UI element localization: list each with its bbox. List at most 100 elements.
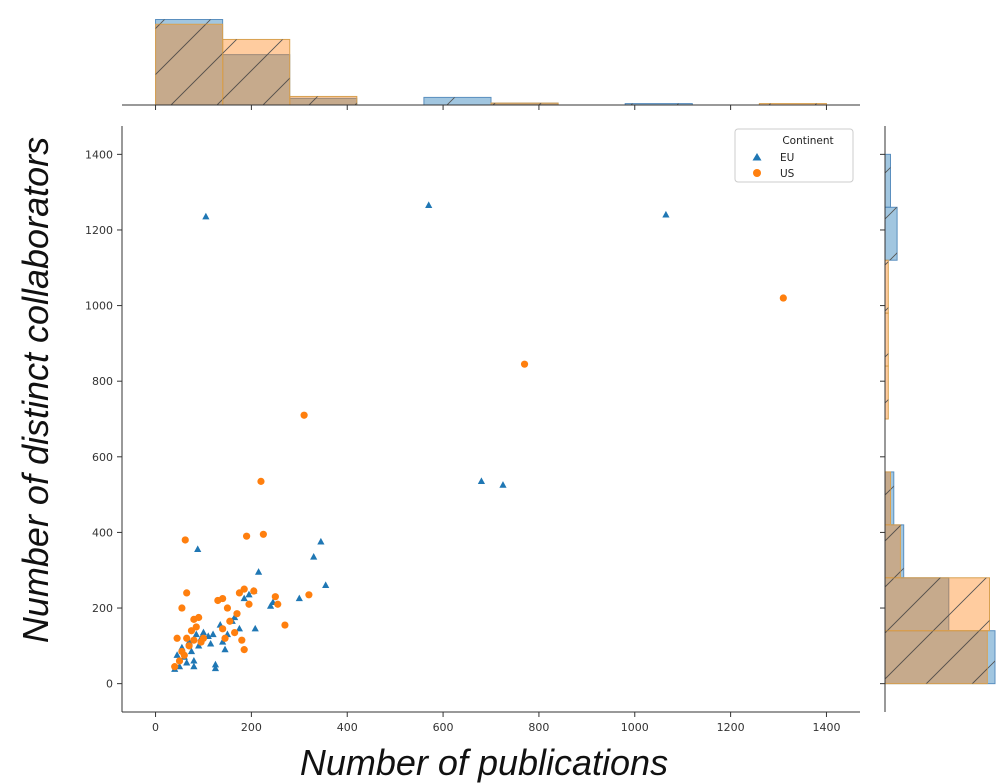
right-histogram-hatch	[885, 313, 889, 367]
us-point	[185, 642, 193, 650]
y-tick-label: 1400	[85, 148, 113, 161]
eu-point	[251, 624, 259, 632]
us-point	[305, 591, 313, 599]
top-histogram-hatch	[423, 97, 491, 105]
top-histogram-hatch	[491, 103, 559, 105]
right-histogram-hatch	[885, 630, 988, 684]
top-histogram-hatch	[155, 24, 223, 105]
top-histogram-hatch	[759, 103, 827, 105]
top-histogram-hatch	[625, 103, 693, 105]
right-histogram-hatch	[885, 207, 898, 261]
legend-entry-eu: EU	[780, 152, 794, 164]
us-point	[271, 593, 279, 601]
x-tick-label: 1000	[621, 721, 649, 734]
us-point	[257, 477, 265, 485]
x-tick-label: 200	[241, 721, 262, 734]
x-axis-title: Number of publications	[300, 742, 668, 783]
us-point	[181, 536, 189, 544]
eu-point	[662, 210, 670, 218]
right-histogram-hatch	[885, 524, 901, 578]
us-point	[245, 600, 253, 608]
legend-us-circle-icon	[753, 169, 761, 177]
main-plot-frame	[121, 126, 860, 713]
x-tick-label: 600	[433, 721, 454, 734]
eu-point	[199, 628, 208, 636]
us-point	[242, 532, 251, 540]
us-point	[223, 604, 232, 612]
eu-point	[245, 590, 253, 598]
us-point	[219, 594, 227, 603]
right-histogram-ticks	[880, 153, 885, 685]
eu-point	[211, 660, 220, 668]
us-point	[178, 604, 186, 612]
x-tick-label: 1200	[717, 721, 745, 734]
us-point	[231, 629, 239, 637]
us-point	[175, 657, 184, 665]
legend-frame	[734, 128, 854, 183]
eu-point	[209, 630, 217, 638]
eu-point	[190, 662, 198, 670]
us-point	[300, 411, 308, 419]
us-point	[180, 651, 188, 659]
y-tick-label: 200	[92, 602, 113, 615]
y-tick-label: 1200	[85, 224, 113, 237]
legend-title: Continent	[782, 135, 833, 147]
top-histogram-hatch	[222, 39, 290, 106]
eu-point	[240, 594, 248, 602]
y-axis-title: Number of distinct collaborators	[15, 137, 56, 643]
eu-point	[183, 658, 191, 666]
y-tick-label: 0	[106, 678, 113, 691]
eu-point	[187, 647, 196, 655]
eu-point	[211, 664, 220, 672]
us-point	[173, 634, 181, 642]
y-tick-label: 1000	[85, 300, 113, 313]
top-histogram-ticks	[155, 105, 827, 110]
us-point	[281, 621, 289, 629]
us-point	[221, 634, 229, 642]
eu-point	[322, 581, 330, 588]
us-point	[238, 636, 246, 644]
y-tick-label: 600	[92, 451, 113, 464]
legend-entry-us: US	[780, 168, 795, 180]
right-histogram-hatch	[885, 154, 891, 208]
eu-point	[477, 477, 486, 484]
us-point	[233, 610, 241, 618]
legend: Continent EU US	[734, 128, 854, 183]
us-point	[240, 585, 248, 593]
eu-point	[499, 481, 507, 488]
us-point	[274, 600, 282, 608]
us-point	[259, 530, 267, 538]
eu-point	[219, 638, 227, 645]
eu-point	[254, 568, 263, 575]
right-histogram-hatch	[885, 260, 889, 314]
eu-point	[194, 545, 202, 553]
eu-point	[190, 656, 198, 664]
us-point	[183, 634, 191, 642]
eu-point	[317, 537, 325, 545]
eu-point	[425, 201, 433, 208]
us-point	[195, 613, 203, 622]
eu-point	[192, 630, 200, 638]
eu-point	[295, 594, 303, 602]
us-point	[199, 634, 208, 642]
top-marginal-histogram	[155, 19, 827, 106]
right-histogram-hatch	[885, 366, 889, 419]
eu-point	[310, 552, 318, 560]
eu-point	[207, 639, 215, 647]
eu-point	[235, 624, 244, 632]
x-tick-label: 800	[528, 721, 549, 734]
eu-point	[202, 212, 210, 220]
us-point	[192, 623, 200, 631]
us-point	[219, 625, 227, 633]
x-axis-ticks: 0 200 400 600 800 1000 1200 1400	[152, 712, 840, 734]
y-tick-label: 400	[92, 526, 113, 539]
eu-point	[231, 613, 239, 621]
scatter-points	[171, 201, 787, 672]
us-point	[171, 663, 179, 671]
eu-point	[173, 651, 181, 658]
x-tick-label: 0	[152, 721, 159, 734]
us-point	[779, 294, 787, 302]
right-histogram-hatch	[885, 577, 990, 631]
eu-point	[195, 641, 203, 649]
us-point	[240, 646, 248, 654]
